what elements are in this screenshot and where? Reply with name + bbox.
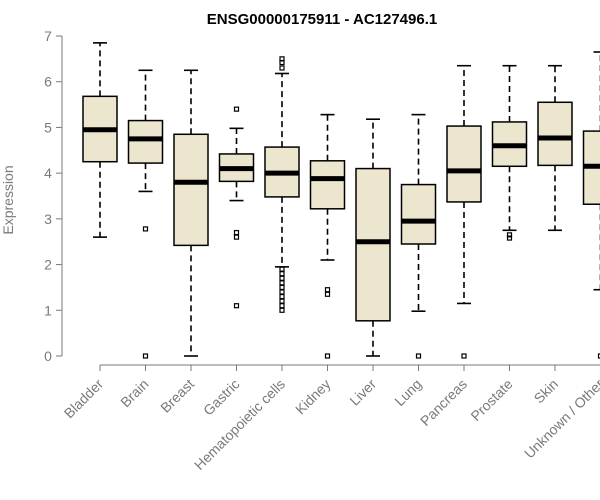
outlier-point — [279, 275, 285, 281]
outlier-point — [279, 303, 285, 309]
x-tick-label: Hematopoietic cells — [191, 376, 288, 473]
box-skin — [537, 64, 573, 232]
outlier-point — [279, 280, 285, 286]
outlier-point — [279, 284, 285, 291]
y-tick-label: 3 — [44, 211, 52, 227]
outlier-point — [415, 353, 422, 359]
outlier-point — [279, 271, 285, 277]
box-kidney — [309, 113, 346, 359]
iqr-box — [173, 133, 209, 247]
box-unknown-other — [582, 51, 600, 359]
outlier-point — [233, 303, 240, 309]
iqr-box — [446, 125, 482, 203]
box-bladder — [82, 42, 118, 238]
outlier-point — [142, 353, 149, 359]
box-hematopoietic-cells — [264, 56, 300, 313]
y-axis: 0 1 2 3 4 5 6 7 — [44, 28, 63, 364]
y-tick-label: 2 — [44, 257, 52, 273]
x-tick-label: Breast — [157, 376, 197, 416]
y-tick-label: 0 — [44, 348, 52, 364]
outlier-point — [324, 287, 331, 293]
x-tick-label: Unknown / Other — [521, 376, 600, 462]
outlier-point — [233, 234, 240, 240]
x-tick-label: Gastric — [200, 376, 243, 419]
y-tick-label: 6 — [44, 74, 52, 90]
outlier-point — [279, 59, 285, 66]
iqr-box — [400, 183, 437, 245]
outlier-point — [279, 307, 285, 313]
outlier-point — [279, 298, 285, 304]
x-tick-label: Kidney — [292, 376, 334, 418]
outlier-point — [233, 106, 240, 112]
outlier-point — [324, 353, 331, 359]
outlier-point — [324, 291, 331, 297]
outlier-point — [597, 353, 600, 359]
x-tick-label: Liver — [346, 376, 379, 409]
y-tick-label: 7 — [44, 28, 52, 44]
box-lung — [400, 113, 437, 359]
boxes-group — [82, 42, 600, 359]
x-tick-label: Brain — [117, 376, 151, 410]
outlier-point — [279, 266, 285, 272]
outlier-point — [506, 235, 513, 241]
outlier-point — [279, 289, 285, 295]
outlier-point — [461, 353, 467, 359]
box-pancreas — [446, 64, 482, 359]
y-tick-label: 1 — [44, 302, 52, 318]
y-tick-label: 5 — [44, 119, 52, 135]
x-tick-label: Prostate — [467, 376, 515, 424]
chart-title: ENSG00000175911 - AC127496.1 — [207, 11, 437, 28]
y-tick-label: 4 — [44, 165, 52, 181]
iqr-box — [355, 167, 391, 322]
iqr-box — [537, 101, 573, 167]
box-brain — [127, 69, 164, 359]
x-tick-label: Lung — [391, 376, 424, 409]
outlier-point — [506, 232, 513, 238]
x-tick-label: Pancreas — [417, 376, 470, 429]
box-prostate — [491, 64, 528, 241]
outlier-point — [142, 226, 149, 232]
box-breast — [173, 69, 209, 357]
outlier-point — [279, 65, 285, 71]
iqr-box — [309, 160, 346, 210]
y-axis-title: Expression — [0, 165, 16, 234]
outlier-point — [279, 293, 285, 300]
box-liver — [355, 118, 391, 357]
box-gastric — [218, 106, 255, 309]
x-tick-label: Bladder — [61, 376, 107, 422]
iqr-box — [127, 119, 164, 164]
x-tick-label: Skin — [531, 376, 562, 407]
outlier-point — [233, 229, 240, 236]
